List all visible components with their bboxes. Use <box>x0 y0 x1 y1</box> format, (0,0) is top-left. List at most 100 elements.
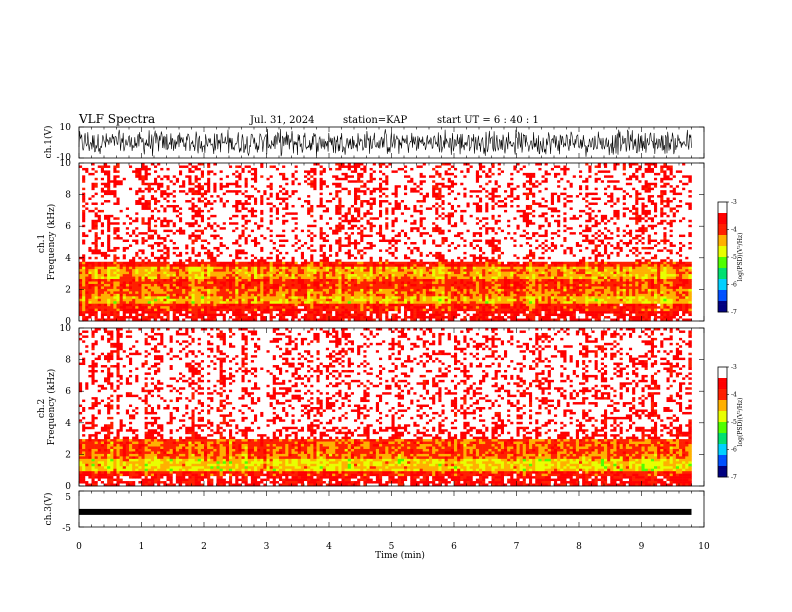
spectrogram-cell <box>244 167 249 171</box>
spectrogram-cell <box>241 251 245 255</box>
spectrogram-cell <box>279 170 283 174</box>
spectrogram-cell <box>204 222 208 226</box>
spectrogram-cell <box>285 163 289 166</box>
spectrogram-cell <box>110 244 114 248</box>
spectrogram-cell <box>147 172 152 176</box>
spectrogram-cell <box>129 209 133 213</box>
spectrogram-cell <box>113 286 117 290</box>
spectrogram-cell <box>132 217 136 221</box>
spectrogram-cell <box>110 187 114 191</box>
spectrogram-cell <box>250 175 255 179</box>
spectrogram-cell <box>169 187 174 191</box>
spectrogram-cell <box>138 291 142 295</box>
spectrogram-cell <box>247 244 252 248</box>
spectrogram-cell <box>179 180 183 184</box>
spectrogram-cell <box>285 316 289 319</box>
spectrogram-cell <box>107 291 111 295</box>
spectrogram-cell <box>225 261 230 265</box>
spectrogram-cell <box>182 293 186 297</box>
spectrogram-cell <box>154 301 158 305</box>
spectrogram-cell <box>250 266 255 270</box>
spectrogram-cell <box>222 234 227 238</box>
spectrogram-cell <box>288 306 292 309</box>
spectrogram-cell <box>216 311 220 314</box>
spectrogram-cell <box>138 177 142 181</box>
spectrogram-cell <box>166 291 170 295</box>
spectrogram-cell <box>197 256 202 260</box>
spectrogram-cell <box>116 209 120 213</box>
spectrogram-cell <box>260 237 264 240</box>
spectrogram-cell <box>244 197 249 201</box>
spectrogram-cell <box>88 308 92 312</box>
spectrogram-cell <box>269 291 274 295</box>
spectrogram-cell <box>91 261 95 265</box>
spectrogram-cell <box>188 170 192 174</box>
spectrogram-cell <box>175 229 180 233</box>
spectrogram-cell <box>241 303 245 307</box>
spectrogram-cell <box>257 286 261 290</box>
spectrogram-cell <box>250 170 255 174</box>
spectrogram-cell <box>91 303 95 307</box>
spectrogram-cell <box>269 227 274 230</box>
spectrogram-cell <box>275 237 280 240</box>
spectrogram-cell <box>125 197 130 201</box>
spectrogram-cell <box>138 318 142 322</box>
spectrogram-cell <box>82 281 86 285</box>
spectrogram-cell <box>135 244 139 248</box>
spectrogram-cell <box>163 313 167 317</box>
spectrogram-cell <box>147 298 152 302</box>
spectrogram-cell <box>97 271 102 275</box>
spectrogram-cell <box>94 234 99 238</box>
spectrogram-cell <box>107 229 111 233</box>
spectrogram-cell <box>294 197 299 201</box>
spectrogram-cell <box>141 204 145 208</box>
spectrogram-cell <box>266 281 270 285</box>
spectrogram-cell <box>200 209 205 213</box>
spectrogram-cell <box>291 227 295 230</box>
spectrogram-cell <box>307 291 311 295</box>
spectrogram-cell <box>122 202 127 206</box>
spectrogram-cell <box>191 264 195 267</box>
spectrogram-cell <box>185 227 189 230</box>
spectrogram-cell <box>213 212 217 216</box>
spectrogram-cell <box>79 175 83 179</box>
spectrogram-cell <box>266 234 270 238</box>
spectrogram-cell <box>185 214 189 218</box>
spectrogram-cell <box>222 229 227 233</box>
spectrogram-cell <box>82 177 86 181</box>
spectrogram-cell <box>263 303 267 307</box>
spectrogram-cell <box>272 313 277 317</box>
spectrogram-cell <box>235 318 239 322</box>
spectrogram-cell <box>100 214 105 218</box>
spectrogram-cell <box>132 288 136 292</box>
spectrogram-cell <box>154 251 158 255</box>
spectrogram-cell <box>216 259 220 263</box>
spectrogram-cell <box>182 212 186 216</box>
spectrogram-cell <box>169 172 174 176</box>
spectrogram-cell <box>160 293 164 297</box>
spectrogram-cell <box>232 283 236 287</box>
spectrogram-cell <box>157 296 161 300</box>
spectrogram-cell <box>250 296 255 300</box>
spectrogram-cell <box>154 219 158 223</box>
spectrogram-cell <box>297 306 302 309</box>
spectrogram-cell <box>210 224 214 228</box>
spectrogram-cell <box>291 249 295 253</box>
spectrogram-cell <box>185 239 189 243</box>
spectrogram-cell <box>79 204 83 208</box>
spectrogram-cell <box>272 281 277 285</box>
spectrogram-cell <box>116 251 120 255</box>
spectrogram-cell <box>191 279 195 282</box>
spectrogram-cell <box>185 318 189 322</box>
spectrogram-cell <box>132 200 136 203</box>
spectrogram-cell <box>141 266 145 270</box>
spectrogram-cell <box>79 209 83 213</box>
spectrogram-cell <box>157 249 161 253</box>
spectrogram-cell <box>266 202 270 206</box>
spectrogram-cell <box>157 293 161 297</box>
spectrogram-cell <box>194 234 199 238</box>
spectrogram-cell <box>250 182 255 186</box>
spectrogram-cell <box>257 175 261 179</box>
spectrogram-cell <box>135 204 139 208</box>
spectrogram-cell <box>204 214 208 218</box>
